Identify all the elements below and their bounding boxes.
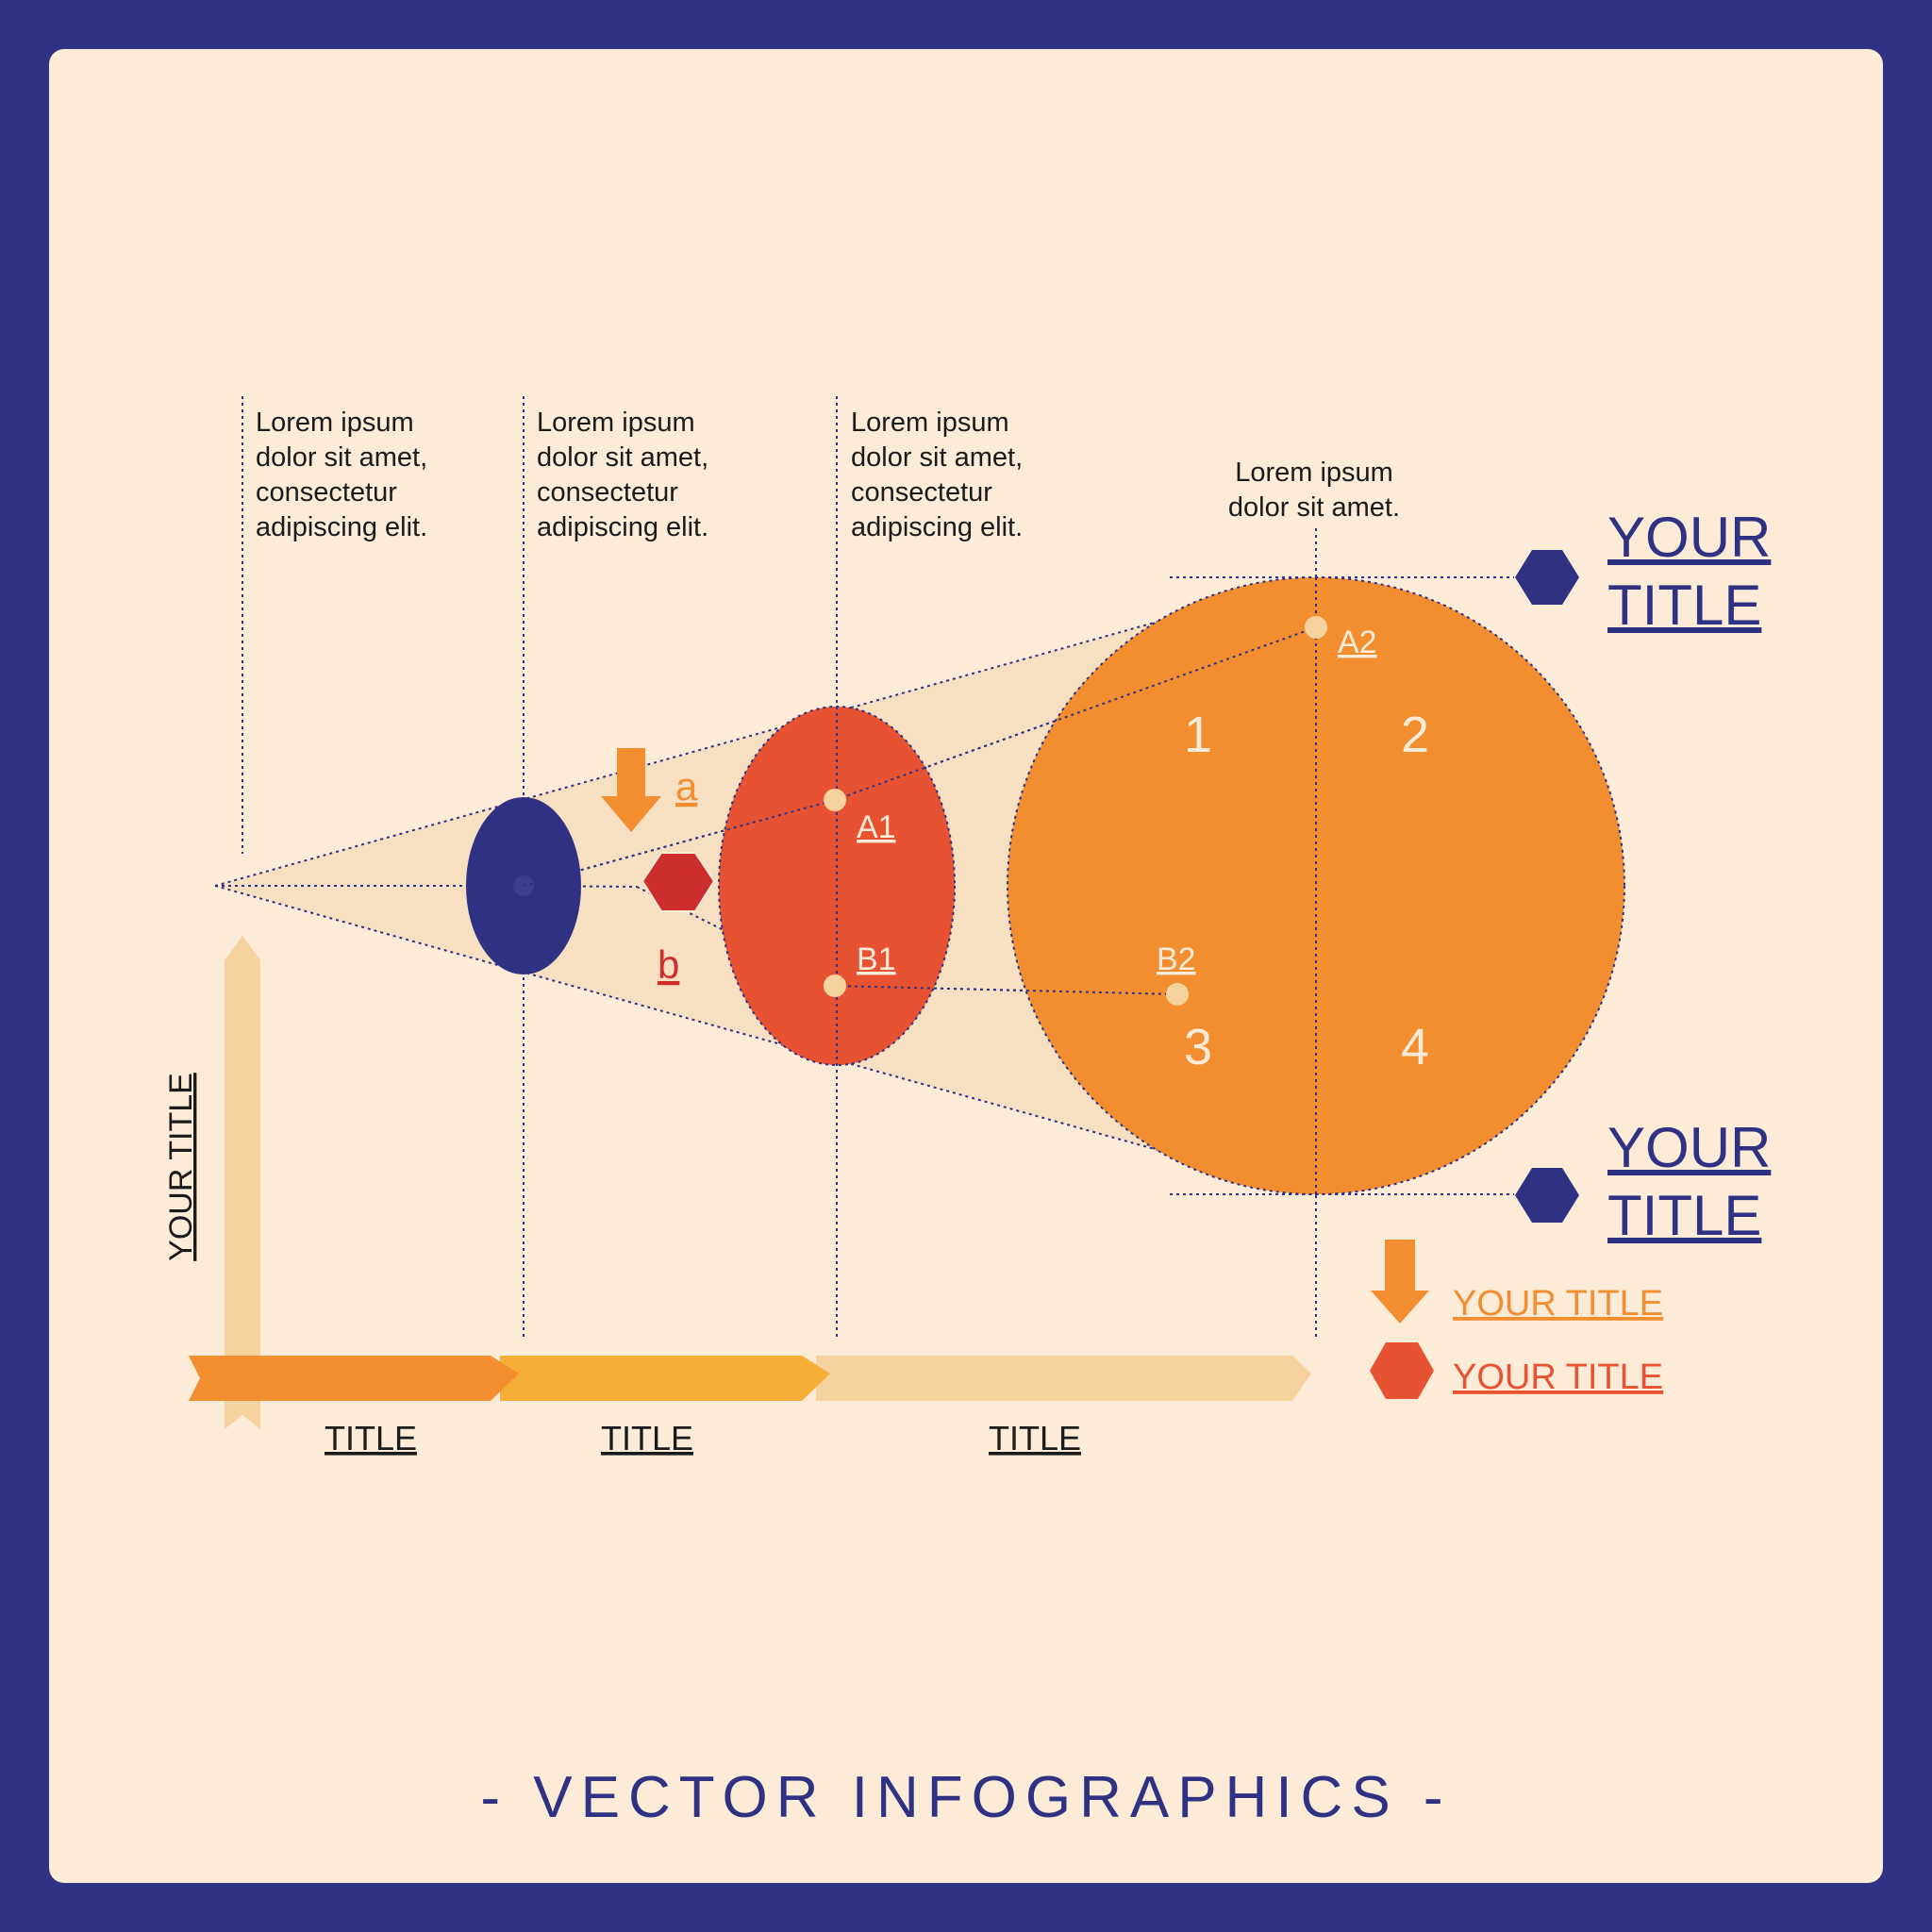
hexagon-icon — [1515, 550, 1579, 605]
svg-text:Lorem ipsum: Lorem ipsum — [537, 408, 695, 438]
x-axis-title-3: TITLE — [989, 1419, 1081, 1457]
y-axis-title: YOUR TITLE — [163, 1073, 199, 1261]
svg-text:Lorem ipsum: Lorem ipsum — [1235, 458, 1393, 488]
hexagon-icon — [1515, 1168, 1579, 1223]
svg-text:dolor sit amet,: dolor sit amet, — [256, 442, 427, 473]
description-1: Lorem ipsum dolor sit amet, consectetur … — [256, 408, 427, 542]
description-3: Lorem ipsum dolor sit amet, consectetur … — [851, 408, 1023, 542]
x-axis-arrow-2 — [500, 1356, 830, 1401]
label-b1: B1 — [857, 941, 896, 977]
svg-text:consectetur: consectetur — [537, 477, 678, 508]
point-a1 — [824, 789, 846, 811]
down-arrow-icon — [1371, 1240, 1429, 1324]
quadrant-1: 1 — [1184, 707, 1212, 763]
svg-text:dolor sit amet,: dolor sit amet, — [537, 442, 708, 473]
label-b2: B2 — [1157, 941, 1196, 977]
svg-text:dolor sit amet,: dolor sit amet, — [851, 442, 1023, 473]
x-axis-arrow-1 — [189, 1356, 519, 1401]
right-title-top-line1: YOUR — [1607, 506, 1771, 569]
x-axis-arrow-3 — [816, 1356, 1311, 1401]
point-b1 — [824, 974, 846, 997]
svg-text:Lorem ipsum: Lorem ipsum — [851, 408, 1009, 438]
point-connectors — [523, 626, 1317, 995]
right-title-bottom-line1: YOUR — [1607, 1116, 1771, 1179]
point-a2 — [1305, 616, 1327, 639]
quadrant-3: 3 — [1184, 1019, 1212, 1075]
footer-title: - VECTOR INFOGRAPHICS - — [480, 1765, 1451, 1830]
svg-text:adipiscing elit.: adipiscing elit. — [256, 512, 427, 542]
x-axis-title-1: TITLE — [325, 1419, 417, 1457]
label-a2: A2 — [1338, 625, 1377, 660]
hexagon-icon — [1370, 1342, 1434, 1399]
legend-label-1: YOUR TITLE — [1453, 1284, 1663, 1324]
description-2: Lorem ipsum dolor sit amet, consectetur … — [537, 408, 708, 542]
description-4: Lorem ipsum dolor sit amet. — [1228, 458, 1400, 523]
marker-a-label: a — [675, 764, 698, 808]
y-axis-arrow — [225, 936, 260, 1429]
label-a1: A1 — [857, 809, 896, 845]
legend-label-2: YOUR TITLE — [1453, 1357, 1663, 1397]
svg-text:consectetur: consectetur — [851, 477, 992, 508]
x-axis-title-2: TITLE — [601, 1419, 693, 1457]
svg-text:adipiscing elit.: adipiscing elit. — [537, 512, 708, 542]
point-b2 — [1166, 983, 1189, 1006]
quadrant-2: 2 — [1401, 707, 1429, 763]
right-title-bottom-line2: TITLE — [1607, 1184, 1761, 1247]
svg-text:consectetur: consectetur — [256, 477, 397, 508]
down-arrow-icon — [601, 748, 661, 832]
svg-text:adipiscing elit.: adipiscing elit. — [851, 512, 1023, 542]
quadrant-4: 4 — [1401, 1019, 1429, 1075]
right-title-top-line2: TITLE — [1607, 574, 1761, 637]
hexagon-icon — [641, 852, 716, 912]
svg-text:dolor sit amet.: dolor sit amet. — [1228, 492, 1400, 523]
svg-text:Lorem ipsum: Lorem ipsum — [256, 408, 414, 438]
marker-b-label: b — [658, 942, 679, 987]
